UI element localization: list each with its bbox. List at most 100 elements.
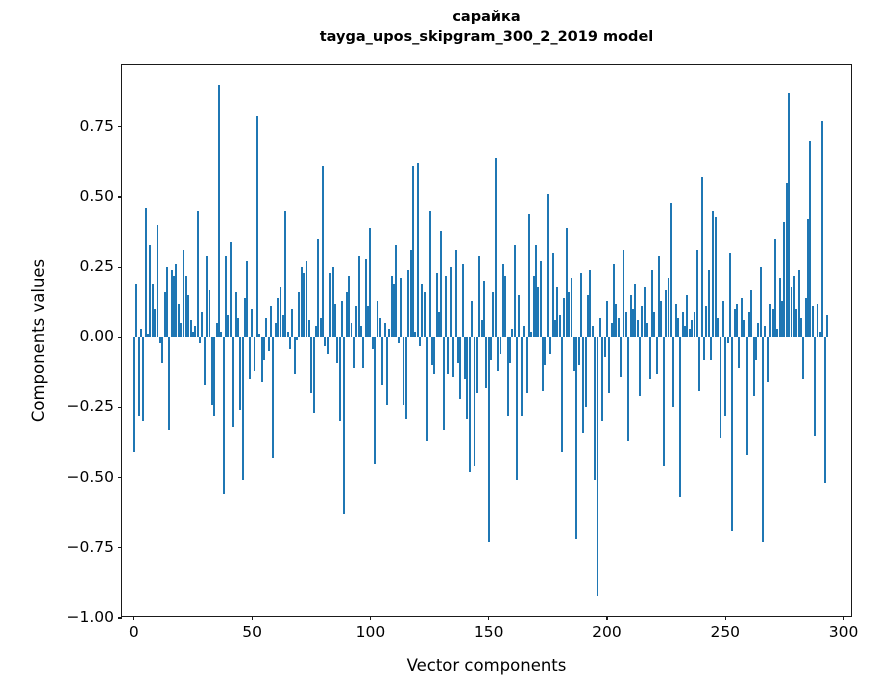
bar	[577, 337, 580, 366]
bar	[636, 320, 639, 338]
bar	[348, 275, 351, 338]
bar	[485, 337, 488, 388]
bar	[433, 337, 436, 374]
bar	[719, 337, 722, 439]
bar	[762, 337, 765, 543]
bar	[482, 281, 485, 338]
y-tick-mark	[118, 406, 122, 409]
bar	[244, 297, 246, 338]
bar	[459, 337, 462, 400]
bar	[726, 337, 729, 343]
bar	[184, 275, 187, 338]
bar	[662, 337, 665, 467]
bar	[501, 264, 504, 338]
bar	[681, 312, 684, 338]
bar	[705, 306, 708, 338]
bar	[674, 303, 677, 338]
bar	[428, 210, 431, 338]
bar	[632, 309, 634, 338]
bar	[731, 337, 734, 531]
bar	[629, 295, 632, 338]
bar	[253, 337, 256, 371]
y-tick-label: −1.00	[66, 608, 115, 626]
bar	[627, 337, 630, 442]
bar	[147, 334, 149, 338]
bar	[312, 337, 315, 414]
bar	[341, 300, 343, 338]
bar	[759, 267, 762, 338]
bar	[549, 337, 552, 355]
bar	[480, 320, 483, 338]
bar	[149, 244, 152, 338]
bar	[416, 163, 419, 338]
bar	[454, 250, 457, 338]
chart-title-line-1: сарайка	[452, 9, 521, 25]
bar	[442, 337, 445, 430]
bar	[161, 337, 164, 363]
bar	[423, 292, 426, 338]
bar	[468, 337, 471, 473]
bar	[513, 244, 516, 338]
bar	[676, 317, 679, 338]
bar	[362, 337, 365, 369]
bar	[274, 323, 277, 338]
bar	[669, 202, 672, 338]
bar	[823, 337, 826, 484]
bar	[255, 115, 258, 338]
bar	[232, 337, 235, 428]
bar	[795, 309, 798, 338]
bar	[551, 253, 554, 338]
bar	[397, 337, 400, 343]
bar	[608, 337, 611, 394]
bar	[376, 300, 379, 338]
bar	[525, 337, 528, 394]
bar	[615, 303, 618, 338]
chart-title-line-2: tayga_upos_skipgram_300_2_2019 model	[319, 28, 654, 45]
bar	[511, 328, 514, 338]
bar	[516, 337, 519, 481]
bar	[783, 222, 786, 338]
bar	[535, 244, 537, 338]
bar	[679, 337, 682, 498]
bar	[646, 323, 649, 338]
bar	[702, 337, 705, 360]
bar	[355, 306, 358, 338]
bar	[558, 314, 561, 338]
bar	[747, 312, 750, 338]
bar	[381, 337, 384, 385]
bar	[821, 121, 824, 338]
bar	[135, 283, 138, 338]
y-tick-label: 0.00	[79, 327, 114, 346]
bar	[691, 320, 694, 338]
bar	[769, 303, 772, 338]
bar	[371, 337, 374, 349]
bar	[435, 272, 438, 338]
bar	[617, 317, 620, 338]
bar	[357, 255, 360, 338]
bar	[461, 264, 464, 338]
x-tick-mark	[488, 616, 490, 620]
bar	[170, 269, 173, 338]
bar	[572, 337, 575, 371]
bar	[596, 337, 599, 596]
bar	[710, 337, 713, 360]
x-tick-label: 150	[473, 623, 504, 641]
bar	[546, 194, 549, 338]
bar	[322, 166, 325, 338]
bar	[655, 337, 658, 374]
bar	[809, 140, 812, 338]
bar	[402, 337, 405, 405]
bar	[814, 337, 817, 436]
bar	[369, 227, 372, 338]
bar	[729, 253, 731, 338]
bar	[364, 258, 367, 338]
bar	[430, 337, 433, 366]
bar	[345, 292, 348, 338]
x-tick-label: 200	[592, 623, 622, 641]
bar	[771, 309, 774, 338]
bar	[672, 337, 675, 408]
bar	[492, 292, 495, 338]
bar	[471, 300, 474, 338]
bar	[303, 272, 306, 338]
bar	[620, 337, 623, 377]
